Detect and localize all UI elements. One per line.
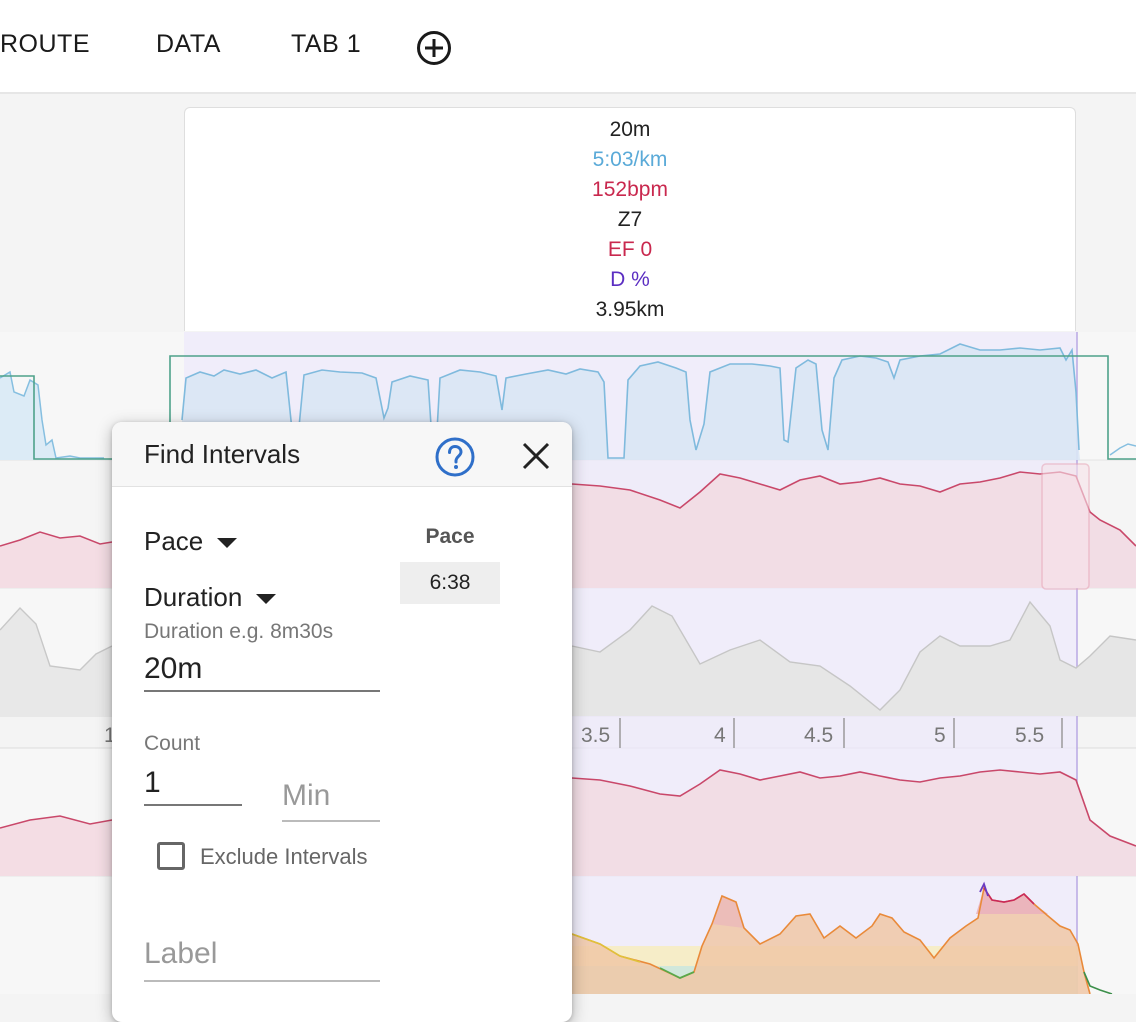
mode-select[interactable]: Duration bbox=[144, 582, 277, 613]
interval-summary: 20m 5:03/km 152bpm Z7 EF 0 D % 3.95km bbox=[184, 107, 1076, 331]
tab-route[interactable]: ROUTE bbox=[0, 30, 90, 58]
tab-bar: ROUTE DATA TAB 1 bbox=[0, 0, 1136, 94]
close-icon[interactable] bbox=[518, 438, 554, 474]
tab-data[interactable]: DATA bbox=[156, 30, 221, 58]
summary-zone: Z7 bbox=[617, 208, 643, 231]
elevation-line bbox=[571, 600, 1136, 711]
summary-distance: 3.95km bbox=[595, 298, 665, 321]
pace-line-left bbox=[0, 370, 104, 459]
axis-tick: 4.5 bbox=[804, 724, 833, 747]
summary-ef: EF 0 bbox=[607, 238, 653, 261]
count-input[interactable] bbox=[144, 762, 242, 806]
hr-line-2 bbox=[571, 769, 1136, 847]
help-circle-icon[interactable] bbox=[434, 436, 476, 478]
chevron-down-icon bbox=[256, 594, 277, 605]
exclude-intervals-checkbox[interactable] bbox=[157, 842, 185, 870]
summary-pace: 5:03/km bbox=[592, 148, 668, 171]
axis-tick: 4 bbox=[714, 724, 726, 747]
dialog-header: Find Intervals bbox=[112, 422, 572, 487]
duration-input[interactable] bbox=[144, 648, 380, 692]
result-header: Pace bbox=[425, 525, 475, 548]
chevron-down-icon bbox=[217, 538, 238, 549]
label-input[interactable] bbox=[144, 928, 380, 982]
metric-select-value: Pace bbox=[144, 526, 204, 556]
axis-tick: 5.5 bbox=[1015, 724, 1044, 747]
summary-decoupling: D % bbox=[610, 268, 650, 291]
count-label: Count bbox=[144, 732, 201, 755]
pace-line bbox=[181, 343, 1080, 459]
plus-circle-icon[interactable] bbox=[416, 30, 452, 66]
metric-select[interactable]: Pace bbox=[144, 526, 238, 557]
axis-tick: 1 bbox=[104, 724, 116, 747]
hr-marker bbox=[1041, 463, 1090, 590]
lap-outline bbox=[0, 355, 1136, 460]
exclude-intervals-label: Exclude Intervals bbox=[200, 844, 368, 869]
summary-heart-rate: 152bpm bbox=[592, 178, 668, 201]
axis-tick: 3.5 bbox=[581, 724, 610, 747]
dialog-title: Find Intervals bbox=[144, 439, 301, 469]
min-input[interactable] bbox=[282, 772, 380, 822]
duration-hint: Duration e.g. 8m30s bbox=[144, 620, 334, 643]
summary-duration: 20m bbox=[609, 118, 651, 141]
axis-tick: 5 bbox=[934, 724, 946, 747]
result-pace-value[interactable]: 6:38 bbox=[400, 562, 500, 604]
find-intervals-dialog: Find Intervals Pace Duration Duration e.… bbox=[112, 422, 572, 1022]
tab-1[interactable]: TAB 1 bbox=[291, 30, 362, 58]
mode-select-value: Duration bbox=[144, 582, 243, 612]
